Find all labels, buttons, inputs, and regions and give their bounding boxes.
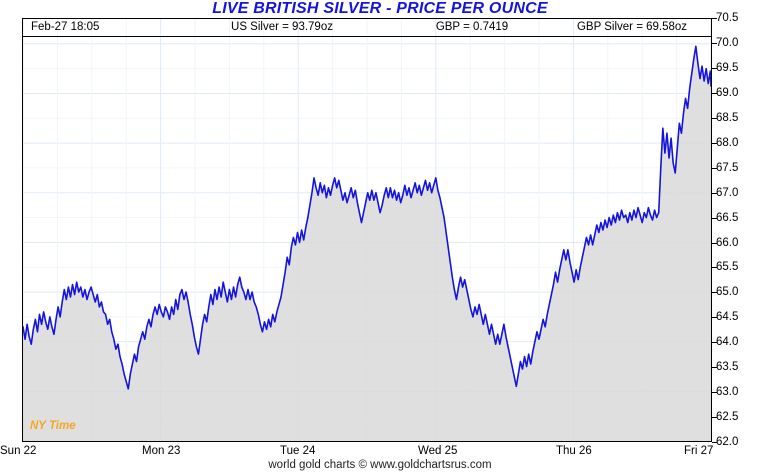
y-tick-label: 64.5 [716, 311, 739, 324]
y-tick-mark [712, 242, 717, 244]
price-line [23, 45, 711, 390]
y-tick-label: 65.0 [716, 286, 739, 299]
y-tick-mark [712, 317, 717, 319]
x-tick-label: Sun 22 [0, 445, 37, 457]
ny-time-watermark: NY Time [30, 420, 76, 432]
y-tick-label: 69.0 [716, 86, 739, 99]
y-tick-label: 68.5 [716, 111, 739, 124]
y-tick-mark [712, 192, 717, 194]
x-tick-label: Tue 24 [280, 445, 316, 457]
y-tick-mark [712, 18, 717, 19]
y-tick-mark [712, 267, 717, 269]
y-tick-mark [712, 117, 717, 119]
info-bar: Feb-27 18:05 US Silver = 93.79oz GBP = 0… [22, 18, 712, 37]
x-tick-label: Wed 25 [418, 445, 458, 457]
y-tick-mark [712, 367, 717, 369]
x-tick-label: Mon 23 [142, 445, 181, 457]
info-datetime: Feb-27 18:05 [31, 21, 100, 33]
x-tick-label: Fri 27 [684, 445, 714, 457]
info-us-silver: US Silver = 93.79oz [231, 21, 333, 33]
y-tick-label: 68.0 [716, 136, 739, 149]
y-tick-mark [712, 92, 717, 94]
y-tick-label: 64.0 [716, 336, 739, 349]
footer-credit: world gold charts © www.goldchartsrus.co… [268, 459, 492, 471]
y-tick-label: 69.5 [716, 61, 739, 74]
y-tick-mark [712, 392, 717, 394]
y-tick-mark [712, 67, 717, 69]
y-tick-label: 66.5 [716, 211, 739, 224]
y-tick-mark [712, 342, 717, 344]
y-tick-label: 70.0 [716, 36, 739, 49]
info-gbp-rate: GBP = 0.7419 [435, 21, 509, 33]
y-tick-mark [712, 292, 717, 294]
plot-area [22, 18, 712, 442]
y-tick-mark [712, 417, 717, 419]
y-tick-label: 70.5 [716, 12, 739, 24]
y-tick-label: 67.5 [716, 161, 739, 174]
y-tick-label: 67.0 [716, 186, 739, 199]
y-tick-mark [712, 167, 717, 169]
x-tick-label: Thu 26 [556, 445, 592, 457]
page-title: LIVE BRITISH SILVER - PRICE PER OUNCE [212, 0, 548, 17]
y-tick-label: 65.5 [716, 261, 739, 274]
y-tick-label: 63.5 [716, 361, 739, 374]
y-tick-mark [712, 142, 717, 144]
info-gbp-silver: GBP Silver = 69.58oz [576, 21, 688, 33]
y-tick-label: 63.0 [716, 386, 739, 399]
y-tick-mark [712, 217, 717, 219]
y-tick-mark [712, 42, 717, 44]
y-tick-label: 62.5 [716, 411, 739, 424]
y-tick-mark [712, 442, 717, 443]
y-tick-label: 66.0 [716, 236, 739, 249]
y-tick-label: 62.0 [716, 436, 739, 448]
